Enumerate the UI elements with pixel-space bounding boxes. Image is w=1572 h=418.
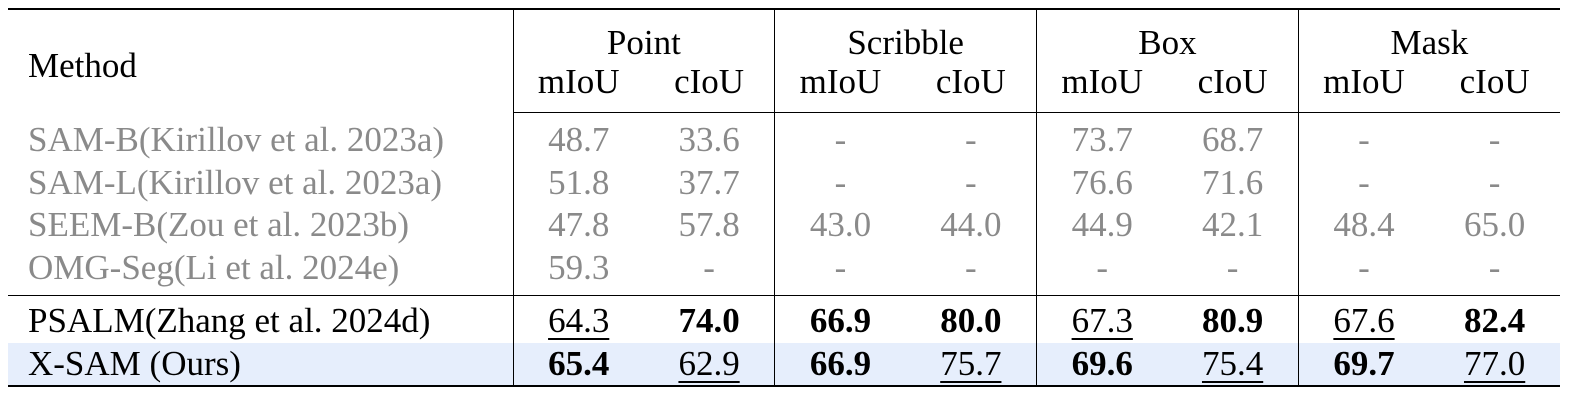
metric-header: mIoU: [1036, 62, 1168, 113]
table-cell: 67.3: [1071, 301, 1133, 340]
group-header-box: Box: [1036, 8, 1299, 62]
metric-header: cIoU: [1167, 62, 1299, 113]
table-cell: 74.0: [678, 301, 740, 340]
table-cell: 44.9: [1036, 204, 1168, 247]
table-cell: 43.0: [774, 204, 906, 247]
table-cell: 80.9: [1201, 301, 1264, 340]
table-cell: -: [1226, 247, 1239, 287]
metric-header: cIoU: [1429, 62, 1561, 113]
table-row: SAM-L(Kirillov et al. 2023a) 51.8 37.7 -…: [8, 161, 1560, 204]
table-row: OMG-Seg(Li et al. 2024e) 59.3 - - - - - …: [8, 246, 1560, 296]
table-cell: -: [965, 120, 977, 159]
method-name: SEEM-B(Zou et al. 2023b): [28, 205, 410, 244]
table-cell: -: [1297, 112, 1430, 162]
table-cell: 65.0: [1463, 205, 1526, 244]
table-cell: 77.0: [1463, 343, 1526, 383]
table-cell: 66.9: [809, 301, 872, 340]
group-header-mask: Mask: [1297, 8, 1561, 62]
table-cell: 80.0: [940, 301, 1002, 340]
method-name: X-SAM (Ours): [8, 342, 513, 387]
metric-header: mIoU: [512, 62, 644, 113]
method-name: PSALM(Zhang et al. 2024d): [8, 295, 513, 343]
method-name: OMG-Seg(Li et al. 2024e): [28, 247, 400, 287]
table-cell: 75.4: [1201, 343, 1264, 383]
table-cell: 67.6: [1333, 301, 1395, 340]
metric-header: mIoU: [1297, 62, 1430, 113]
table-cell: -: [1036, 246, 1168, 296]
table-cell: 42.1: [1201, 205, 1264, 244]
table-cell: -: [965, 162, 977, 202]
table-cell: 64.3: [548, 301, 610, 340]
table-cell: 62.9: [678, 343, 740, 383]
table-cell: 48.4: [1297, 204, 1430, 247]
table-cell: -: [774, 112, 906, 162]
method-name: SAM-B(Kirillov et al. 2023a): [28, 119, 445, 159]
metric-header: cIoU: [643, 62, 775, 113]
table-cell: 57.8: [678, 205, 740, 244]
table-cell: 82.4: [1463, 301, 1526, 340]
table-cell: 71.6: [1201, 162, 1264, 202]
table-cell: 51.8: [512, 161, 644, 204]
table-cell: 59.3: [512, 246, 644, 296]
method-name: SAM-L(Kirillov et al. 2023a): [28, 162, 443, 202]
table-cell: -: [774, 246, 906, 296]
table-cell: 76.6: [1036, 161, 1168, 204]
table-cell: 69.6: [1071, 343, 1133, 383]
table-cell: -: [703, 247, 715, 287]
group-header-scribble: Scribble: [774, 8, 1037, 62]
table-cell: -: [1488, 120, 1501, 159]
group-header-point: Point: [512, 8, 775, 62]
table-cell: -: [1488, 247, 1501, 287]
table-cell: 68.7: [1201, 120, 1264, 159]
table-cell: 47.8: [512, 204, 644, 247]
table-cell: 73.7: [1036, 112, 1168, 162]
metric-header: mIoU: [774, 62, 906, 113]
table-cell: 75.7: [940, 343, 1002, 383]
table-row: SAM-B(Kirillov et al. 2023a) 48.7 33.6 -…: [8, 112, 1560, 162]
method-column-header: Method: [8, 8, 513, 113]
results-table-container: Method Point Scribble Box Mask mIoU cIoU…: [8, 8, 1561, 387]
table-cell: 33.6: [678, 120, 740, 159]
table-cell: 48.7: [512, 112, 644, 162]
table-cell: 65.4: [548, 343, 610, 383]
table-cell: 69.7: [1333, 343, 1395, 383]
table-cell: 44.0: [940, 205, 1002, 244]
table-cell: 66.9: [809, 343, 872, 383]
table-cell: -: [1297, 246, 1430, 296]
table-cell: -: [965, 247, 977, 287]
table-row: SEEM-B(Zou et al. 2023b) 47.8 57.8 43.0 …: [8, 204, 1560, 247]
table-cell: -: [1297, 161, 1430, 204]
results-table: Method Point Scribble Box Mask mIoU cIoU…: [8, 8, 1561, 387]
metric-header: cIoU: [905, 62, 1037, 113]
table-cell: 37.7: [678, 162, 740, 202]
table-cell: -: [774, 161, 906, 204]
table-row: PSALM(Zhang et al. 2024d) 64.3 74.0 66.9…: [8, 295, 1561, 343]
table-cell: -: [1488, 162, 1501, 202]
table-row-highlighted: X-SAM (Ours) 65.4 62.9 66.9 75.7 69.6 75…: [8, 342, 1561, 387]
